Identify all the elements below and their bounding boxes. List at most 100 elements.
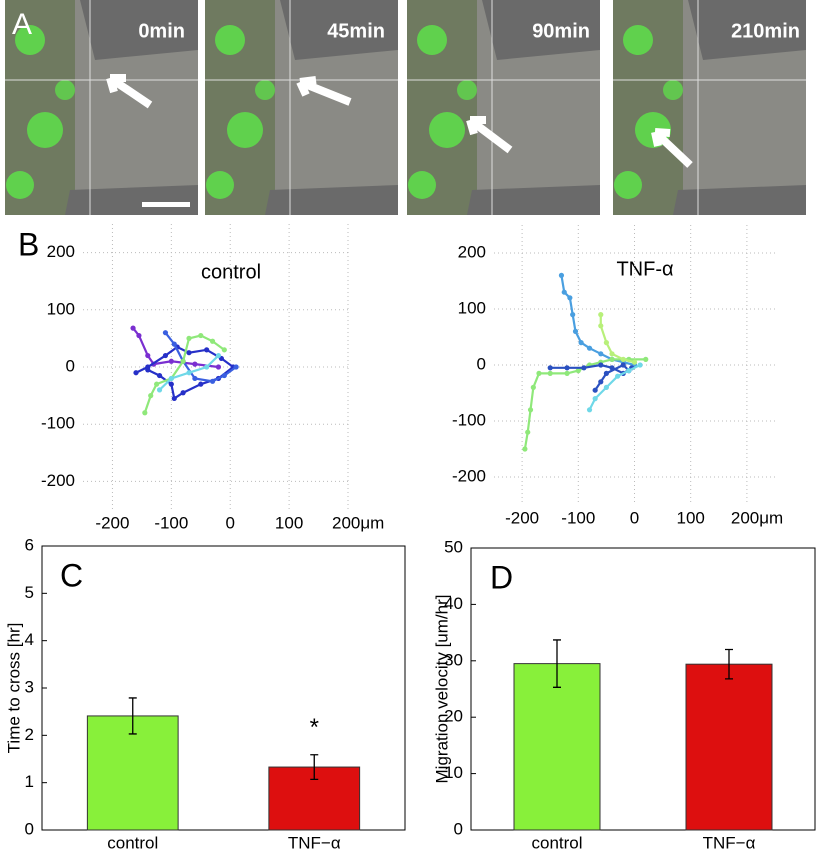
track-point: [221, 372, 227, 379]
track-point: [156, 372, 163, 379]
track-point: [598, 323, 604, 329]
track-point: [522, 446, 528, 452]
track-point: [156, 387, 163, 393]
track-point: [168, 381, 174, 387]
track-point: [168, 375, 174, 382]
track-point: [637, 362, 643, 368]
track-point: [145, 367, 151, 373]
x-tick-label: 0: [225, 513, 234, 532]
track-point: [567, 295, 573, 301]
y-tick-label: 0: [25, 819, 34, 838]
annotation: *: [310, 714, 319, 741]
panel-a: A 0min 45min 90min 210min: [4, 0, 807, 216]
error-bar: [725, 648, 733, 680]
y-tick-label: 100: [47, 299, 75, 318]
track-point: [204, 347, 210, 353]
track-point: [162, 330, 169, 336]
track-point: [198, 332, 204, 339]
track-point: [598, 379, 604, 385]
track-point: [130, 325, 136, 331]
y-tick-label: 0: [477, 354, 486, 373]
y-tick-label: 6: [25, 535, 34, 554]
panel-label: D: [490, 559, 513, 595]
x-tick-label: 100: [677, 508, 705, 527]
y-tick-label: 0: [454, 819, 463, 838]
trajectory: [599, 314, 635, 364]
track-point: [171, 395, 177, 402]
error-bar: [310, 754, 319, 781]
y-tick-label: 50: [444, 537, 463, 556]
track-point: [603, 340, 610, 346]
track-point: [561, 289, 567, 295]
track-point: [581, 365, 587, 371]
track-point: [598, 351, 604, 357]
trajectory: [560, 275, 635, 367]
track-point: [609, 351, 615, 357]
track-point: [168, 358, 174, 364]
track-point: [564, 370, 570, 376]
track-point: [592, 396, 598, 402]
track-point: [142, 410, 148, 416]
panel-label: A: [12, 8, 32, 41]
x-tick-label: -100: [154, 513, 188, 532]
y-tick-label: -100: [41, 414, 75, 433]
track-point: [186, 370, 192, 376]
y-tick-label: 2: [25, 725, 34, 744]
track-point: [180, 358, 186, 364]
track-point: [154, 381, 160, 387]
x-tick-label: -200: [95, 513, 129, 532]
x-tick-label: -100: [561, 508, 595, 527]
x-tick-label: control: [531, 833, 582, 852]
x-tick-label: 0: [630, 508, 639, 527]
track-point: [558, 272, 565, 278]
track-point: [209, 338, 216, 344]
track-point: [620, 362, 626, 368]
track-point: [536, 370, 542, 376]
y-tick-label: 40: [444, 594, 463, 613]
track-point: [198, 381, 204, 387]
x-tick-label: 200μm: [332, 513, 384, 532]
y-tick-label: 5: [25, 583, 34, 602]
x-tick-label: -200: [505, 508, 539, 527]
x-tick-label: control: [107, 833, 158, 852]
track-point: [148, 393, 154, 399]
track-point: [631, 359, 638, 365]
track-point: [626, 368, 632, 374]
x-tick-label: TNF−α: [288, 833, 341, 852]
bar: [513, 663, 601, 831]
track-point: [192, 375, 198, 382]
track-point: [192, 361, 198, 367]
error-bar: [128, 697, 137, 735]
track-point: [609, 365, 615, 371]
track-point: [620, 356, 626, 362]
y-tick-label: -100: [452, 410, 486, 429]
track-point: [643, 356, 649, 362]
x-tick-label: 100: [275, 513, 303, 532]
track-point: [215, 352, 222, 359]
track-point: [572, 328, 579, 334]
track-point: [204, 364, 210, 370]
track-point: [598, 312, 604, 318]
track-point: [145, 352, 151, 359]
y-tick-label: 20: [444, 707, 463, 726]
y-axis-label: Migration velocity [um/hr]: [432, 595, 451, 784]
track-point: [186, 350, 192, 356]
y-tick-label: 200: [458, 242, 486, 261]
track-point: [586, 345, 593, 351]
track-point: [564, 365, 570, 371]
chart-title: TNF-α: [616, 258, 673, 280]
y-tick-label: 4: [25, 630, 34, 649]
track-point: [586, 407, 593, 413]
track-point: [209, 378, 216, 384]
track-point: [180, 390, 186, 396]
track-point: [609, 356, 615, 362]
track-point: [133, 370, 139, 376]
y-tick-label: 30: [444, 650, 463, 669]
x-tick-label: 200μm: [731, 508, 783, 527]
y-tick-label: 0: [66, 356, 75, 375]
track-point: [603, 370, 610, 376]
track-point: [603, 384, 610, 390]
chart-title: control: [201, 261, 261, 283]
x-tick-label: TNF−α: [703, 833, 756, 852]
